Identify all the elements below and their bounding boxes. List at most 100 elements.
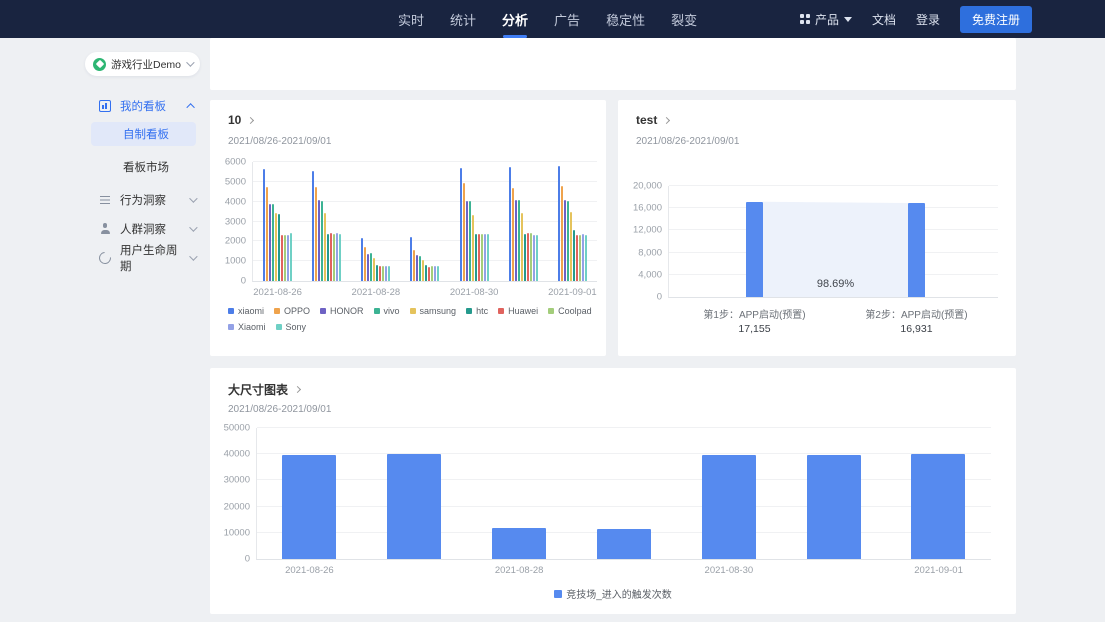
- bar-Coolpad[interactable]: [333, 233, 336, 281]
- sidebar-item-behavior-insight[interactable]: 行为洞察: [85, 192, 203, 207]
- legend-item-xiaomi[interactable]: xiaomi: [228, 306, 264, 316]
- legend-item-htc[interactable]: htc: [466, 306, 488, 316]
- register-button[interactable]: 免费注册: [959, 5, 1032, 33]
- bar-Huawei[interactable]: [526, 233, 529, 281]
- bar-samsung[interactable]: [275, 213, 278, 281]
- bar-xiaomi[interactable]: [263, 168, 266, 281]
- bar-samsung[interactable]: [569, 212, 572, 281]
- bar-samsung[interactable]: [471, 215, 474, 281]
- bar-HONOR[interactable]: [318, 200, 321, 281]
- bar-htc[interactable]: [425, 265, 428, 281]
- bar-vivo[interactable]: [468, 200, 471, 281]
- bar-OPPO[interactable]: [266, 187, 269, 281]
- bar-Sony[interactable]: [339, 233, 342, 281]
- bar-xiaomi[interactable]: [557, 165, 560, 281]
- bar-OPPO[interactable]: [560, 186, 563, 281]
- chart3-title-link[interactable]: 大尺寸图表: [228, 381, 302, 398]
- bar-HONOR[interactable]: [465, 201, 468, 281]
- bar-htc[interactable]: [327, 234, 330, 281]
- bar-Coolpad[interactable]: [480, 234, 483, 281]
- bar-Coolpad[interactable]: [431, 265, 434, 281]
- bar-Sony[interactable]: [584, 234, 587, 281]
- sidebar-item-audience-insight[interactable]: 人群洞察: [85, 221, 203, 236]
- bar-htc[interactable]: [523, 234, 526, 281]
- bar-vivo[interactable]: [419, 256, 422, 281]
- docs-link[interactable]: 文档: [872, 11, 896, 28]
- bar-OPPO[interactable]: [364, 247, 367, 281]
- bar-Sony[interactable]: [535, 234, 538, 281]
- bar-HONOR[interactable]: [563, 199, 566, 281]
- bar-Xiaomi[interactable]: [287, 235, 290, 281]
- bar-Sony[interactable]: [437, 265, 440, 281]
- bar-Xiaomi[interactable]: [434, 265, 437, 281]
- legend-item-Huawei[interactable]: Huawei: [498, 306, 538, 316]
- bar-OPPO[interactable]: [413, 250, 416, 281]
- bar-xiaomi[interactable]: [459, 167, 462, 281]
- bar-xiaomi[interactable]: [361, 238, 364, 281]
- bar-Xiaomi[interactable]: [581, 234, 584, 281]
- project-selector[interactable]: 游戏行业Demo: [85, 52, 200, 76]
- bar-OPPO[interactable]: [511, 187, 514, 281]
- bar-竞技场_进入的触发次数[interactable]: [911, 454, 966, 559]
- bar-竞技场_进入的触发次数[interactable]: [492, 528, 547, 559]
- bar-Coolpad[interactable]: [284, 235, 287, 281]
- product-menu[interactable]: 产品: [800, 11, 852, 28]
- legend-item-OPPO[interactable]: OPPO: [274, 306, 310, 316]
- funnel-bar-step2[interactable]: [908, 203, 925, 297]
- login-link[interactable]: 登录: [916, 11, 940, 28]
- bar-OPPO[interactable]: [315, 187, 318, 281]
- funnel-bar-step1[interactable]: [746, 201, 763, 297]
- bar-vivo[interactable]: [272, 204, 275, 281]
- bar-Huawei[interactable]: [477, 234, 480, 281]
- bar-Huawei[interactable]: [281, 235, 284, 281]
- legend-item-竞技场_进入的触发次数[interactable]: 竞技场_进入的触发次数: [554, 586, 672, 601]
- bar-HONOR[interactable]: [514, 200, 517, 281]
- legend-item-vivo[interactable]: vivo: [373, 306, 400, 316]
- bar-htc[interactable]: [278, 214, 281, 281]
- bar-竞技场_进入的触发次数[interactable]: [282, 454, 337, 559]
- nav-tab-统计[interactable]: 统计: [450, 12, 477, 28]
- legend-item-samsung[interactable]: samsung: [409, 306, 456, 316]
- chart1-title-link[interactable]: 10: [228, 113, 255, 127]
- bar-竞技场_进入的触发次数[interactable]: [596, 528, 651, 559]
- nav-tab-分析[interactable]: 分析: [502, 0, 528, 38]
- bar-HONOR[interactable]: [269, 203, 272, 281]
- bar-竞技场_进入的触发次数[interactable]: [387, 454, 442, 559]
- bar-Xiaomi[interactable]: [483, 233, 486, 281]
- bar-samsung[interactable]: [324, 213, 327, 281]
- legend-item-Coolpad[interactable]: Coolpad: [548, 306, 592, 316]
- bar-htc[interactable]: [474, 234, 477, 281]
- bar-xiaomi[interactable]: [508, 167, 511, 281]
- bar-Xiaomi[interactable]: [385, 265, 388, 281]
- bar-samsung[interactable]: [520, 213, 523, 281]
- legend-item-HONOR[interactable]: HONOR: [320, 306, 364, 316]
- sidebar-item-user-lifecycle[interactable]: 用户生命周期: [85, 245, 203, 273]
- bar-竞技场_进入的触发次数[interactable]: [701, 454, 756, 559]
- chart2-title-link[interactable]: test: [636, 113, 671, 127]
- bar-xiaomi[interactable]: [410, 237, 413, 281]
- bar-Coolpad[interactable]: [578, 235, 581, 281]
- bar-vivo[interactable]: [566, 201, 569, 281]
- bar-HONOR[interactable]: [416, 254, 419, 281]
- bar-Coolpad[interactable]: [529, 232, 532, 281]
- bar-Coolpad[interactable]: [382, 265, 385, 281]
- bar-samsung[interactable]: [422, 259, 425, 281]
- sidebar-item-dashboard-market[interactable]: 看板市场: [123, 162, 169, 174]
- nav-tab-稳定性[interactable]: 稳定性: [606, 12, 646, 28]
- bar-samsung[interactable]: [373, 258, 376, 281]
- bar-Xiaomi[interactable]: [336, 233, 339, 281]
- bar-Huawei[interactable]: [379, 265, 382, 281]
- nav-tab-广告[interactable]: 广告: [554, 12, 581, 28]
- bar-Huawei[interactable]: [575, 235, 578, 281]
- bar-vivo[interactable]: [370, 253, 373, 281]
- bar-htc[interactable]: [376, 265, 379, 281]
- sidebar-item-custom-dashboard[interactable]: 自制看板: [91, 122, 196, 146]
- bar-OPPO[interactable]: [462, 183, 465, 281]
- bar-vivo[interactable]: [517, 199, 520, 281]
- bar-xiaomi[interactable]: [312, 170, 315, 281]
- legend-item-Xiaomi[interactable]: Xiaomi: [228, 322, 266, 332]
- bar-htc[interactable]: [572, 230, 575, 281]
- bar-vivo[interactable]: [321, 201, 324, 281]
- bar-Sony[interactable]: [486, 234, 489, 281]
- nav-tab-裂变[interactable]: 裂变: [671, 12, 698, 28]
